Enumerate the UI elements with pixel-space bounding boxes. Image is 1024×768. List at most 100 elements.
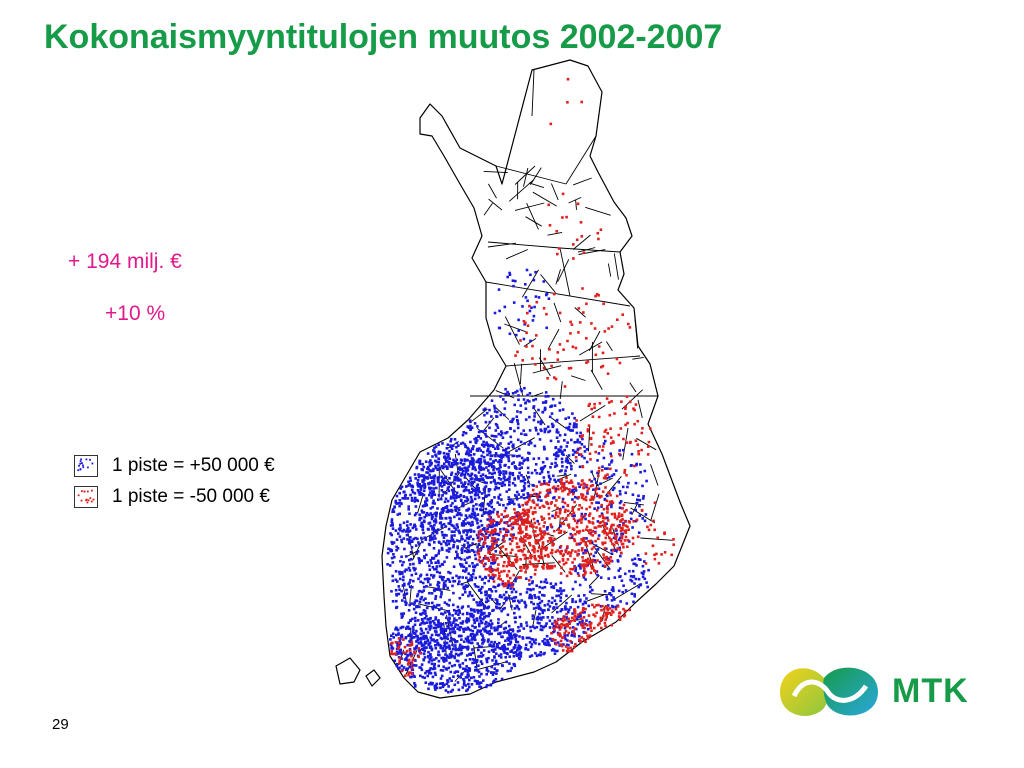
map-dot — [434, 646, 438, 650]
map-dot — [549, 551, 553, 555]
map-dot — [400, 540, 404, 544]
map-dot — [528, 440, 532, 443]
map-dot — [633, 595, 636, 598]
map-dot — [529, 625, 532, 629]
municipality-border — [508, 437, 536, 452]
map-dot — [555, 589, 559, 592]
map-dot — [498, 493, 502, 497]
map-dot — [618, 449, 621, 452]
map-dot — [640, 571, 644, 575]
map-dot — [450, 679, 453, 682]
map-dot — [391, 647, 395, 650]
map-dot — [478, 560, 482, 563]
map-dot — [522, 337, 526, 341]
map-dot — [545, 293, 548, 297]
map-dot — [507, 451, 510, 454]
map-dot — [460, 634, 463, 638]
map-dot — [502, 564, 505, 568]
map-dot — [447, 482, 450, 485]
map-dot — [484, 593, 487, 596]
map-dot — [413, 616, 417, 620]
map-dot — [465, 568, 468, 572]
map-dot — [550, 585, 553, 589]
map-dot — [522, 547, 526, 551]
map-dot — [493, 629, 497, 632]
map-dot — [576, 519, 580, 523]
map-dot — [553, 564, 556, 568]
map-dot — [466, 654, 469, 657]
map-dot — [581, 434, 584, 437]
map-dot — [514, 536, 518, 540]
map-dot — [443, 456, 446, 459]
map-dot — [518, 657, 521, 661]
map-dot — [524, 407, 528, 410]
map-dot — [636, 554, 640, 557]
map-dot — [458, 665, 462, 669]
map-dot — [448, 653, 452, 656]
map-dot — [507, 596, 511, 600]
map-dot — [498, 459, 502, 462]
map-dot — [432, 520, 436, 523]
map-dot — [597, 415, 601, 419]
municipality-border — [532, 365, 562, 374]
map-dot — [473, 511, 476, 515]
map-dot — [512, 502, 516, 506]
map-dot — [422, 489, 426, 493]
map-dot — [491, 609, 494, 612]
map-dot — [407, 621, 410, 625]
map-dot — [429, 463, 433, 466]
map-dot — [428, 658, 432, 661]
map-dot — [629, 511, 632, 515]
map-dot — [452, 565, 456, 568]
map-dot — [541, 609, 544, 612]
map-dot — [507, 556, 511, 560]
map-dot — [429, 524, 433, 528]
map-dot — [476, 551, 480, 555]
map-dot — [405, 649, 409, 653]
map-dot — [445, 556, 449, 559]
map-dot — [429, 486, 433, 490]
map-dot — [558, 311, 562, 315]
map-dot — [455, 618, 458, 622]
map-dot — [521, 503, 524, 507]
map-dot — [561, 489, 564, 493]
map-dot — [625, 508, 628, 512]
map-dot — [519, 531, 522, 535]
map-dot — [532, 640, 536, 644]
map-dot — [480, 632, 483, 636]
map-dot — [558, 510, 562, 513]
map-dot — [491, 533, 495, 536]
map-dot — [473, 513, 476, 516]
map-dot — [498, 602, 501, 606]
map-dot — [543, 357, 547, 361]
map-dot — [509, 637, 512, 640]
map-dot — [552, 585, 555, 588]
map-dot — [537, 617, 540, 621]
map-dot — [453, 683, 457, 687]
map-dot — [533, 548, 536, 551]
map-dot — [513, 521, 516, 525]
map-dot — [561, 554, 565, 558]
map-dot — [460, 672, 464, 675]
map-dot — [469, 632, 473, 636]
map-dot — [484, 625, 488, 629]
map-dot — [452, 496, 455, 500]
map-dot — [512, 599, 515, 603]
map-dot — [532, 607, 536, 610]
map-dot — [536, 621, 540, 625]
map-dot — [595, 292, 599, 296]
map-dot — [495, 605, 498, 609]
map-dot — [448, 631, 452, 635]
map-dot — [584, 578, 587, 581]
map-dot — [419, 524, 423, 527]
map-dot — [451, 627, 455, 630]
map-dot — [537, 457, 541, 460]
map-dot — [593, 626, 596, 630]
map-dot — [458, 596, 462, 600]
map-dot — [477, 486, 480, 490]
map-dot — [597, 603, 600, 607]
map-dot — [601, 364, 605, 368]
map-dot — [457, 613, 460, 616]
map-dot — [551, 638, 555, 641]
map-dot — [534, 638, 537, 642]
